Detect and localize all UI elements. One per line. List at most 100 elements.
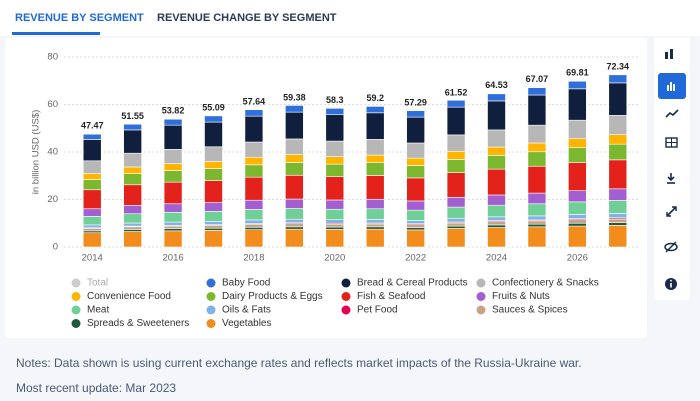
bar-segment [163,181,183,205]
bar-segment [568,214,587,220]
bar-segment [123,129,142,154]
bar-segment [527,226,547,248]
bar-segment [325,229,345,248]
legend-label[interactable]: Baby Food [222,278,270,289]
bar-segment [406,110,425,118]
bar-segment [325,226,345,230]
legend-label[interactable]: Dairy Products & Eggs [222,291,323,302]
button-bar-chart-small[interactable] [665,49,673,59]
bar-segment [406,116,425,144]
bar-segment [608,115,628,135]
bar-segment [204,211,223,222]
legend-label[interactable]: Fish & Seafood [357,291,425,302]
bar-segment [244,209,264,221]
bar-segment [406,177,425,202]
bar-segment [487,100,506,131]
bar-segment [487,146,506,156]
x-tick-label: 2024 [486,253,507,264]
legend-label[interactable]: Convenience Food [87,291,171,302]
legend-label[interactable]: Spreads & Sweeteners [87,318,189,329]
bar-segment [285,198,304,209]
bar-segment [82,139,102,162]
bar-segment [325,199,345,210]
bar-segment [406,209,425,221]
x-tick-label: 2022 [405,253,426,264]
bar-segment [568,162,587,192]
button-line-chart[interactable] [665,109,679,118]
button-download[interactable] [667,173,675,184]
bar-segment [244,109,264,117]
bar-segment [325,219,345,224]
total-label: 47.47 [81,121,104,131]
bar-segment [446,159,466,173]
bar-segment [487,168,506,196]
bar-segment [123,226,142,230]
button-fullscreen[interactable] [666,206,677,217]
total-label: 59.38 [283,92,306,102]
bar-segment [285,154,304,163]
total-label: 64.53 [485,80,508,90]
bar-segment [82,173,102,180]
bar-segment [568,201,587,215]
bar-segment [325,208,345,220]
button-hide[interactable] [664,241,678,253]
bar-segment [123,205,142,215]
bar-segment [608,82,628,116]
legend-label[interactable]: Meat [87,305,109,316]
total-label: 72.34 [607,62,630,72]
legend-label[interactable]: Sauces & Spices [492,305,568,316]
bar-segment [123,213,142,224]
bar-segment [123,123,142,131]
bar-segment [285,174,304,200]
bar-segment [406,227,425,231]
bar-segment [82,208,102,217]
bar-segment [527,151,547,167]
bar-segment [285,218,304,224]
legend-label[interactable]: Fruits & Nuts [492,291,550,302]
x-tick-label: 2020 [324,253,345,264]
total-label: 57.64 [243,96,266,106]
bar-segment [82,224,102,229]
bar-segment [406,157,425,166]
legend-label[interactable]: Confectionery & Snacks [492,278,599,289]
total-label: 61.52 [445,87,468,97]
bar-segment [325,223,345,228]
bar-segment [285,228,304,248]
bar-segment [446,217,466,223]
tab[interactable]: REVENUE CHANGE BY SEGMENT [157,12,337,24]
bar-segment [204,202,223,212]
bar-segment [365,106,385,114]
bar-segment [608,218,628,223]
legend-label[interactable]: Vegetables [222,318,272,329]
legend-label[interactable]: Bread & Cereal Products [357,278,468,289]
button-table[interactable] [665,137,678,148]
bar-segment [487,194,506,206]
total-label: 55.09 [202,103,225,113]
legend-marker [206,319,216,328]
bar-segment [608,188,628,201]
bar-segment [527,215,547,221]
legend-label[interactable]: Total [87,278,108,289]
bar-segment [406,165,425,179]
bar-segment [568,147,587,163]
bar-segment [163,203,183,213]
bar-segment [365,226,385,230]
legend-marker [341,305,351,315]
legend-marker [476,292,486,301]
legend-label[interactable]: Pet Food [357,305,398,316]
bar-segment [568,219,587,224]
toolbar [654,38,690,300]
bar-segment [163,118,183,126]
button-info[interactable] [665,278,677,290]
bar-segment [82,160,102,174]
bar-segment [487,204,506,218]
bar-segment [365,223,385,228]
tab-active[interactable]: REVENUE BY SEGMENT [15,12,144,24]
bar-segment [527,142,547,153]
legend-label[interactable]: Oils & Fats [222,305,271,316]
bar-segment [82,179,102,191]
bar-segment [204,221,223,225]
total-label: 58.3 [326,95,344,105]
bar-segment [204,225,223,229]
